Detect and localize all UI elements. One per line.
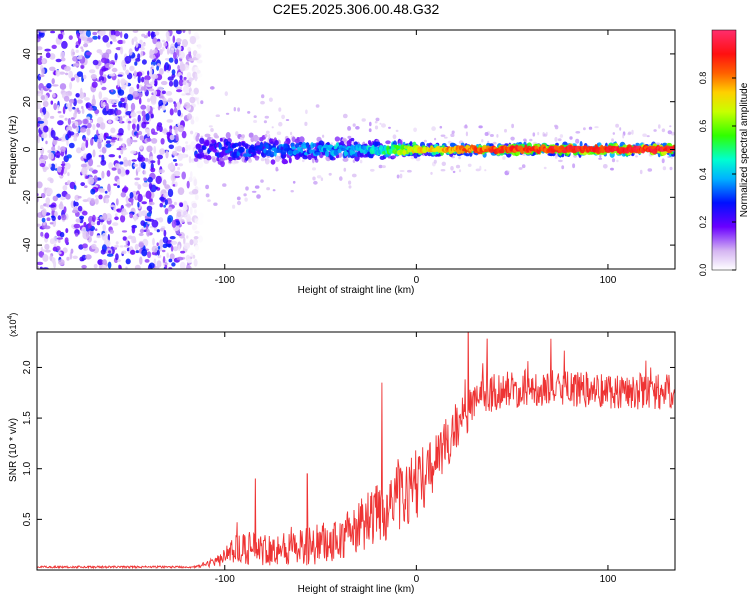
spectrogram-panel: -100 0 100 -40 -20 0 20 40 Height of straight l… [8, 29, 676, 296]
spectrogram-noise-speckle [37, 30, 205, 269]
snr-ytick-label: 2.0 [22, 360, 33, 374]
spectrogram-marks [37, 30, 675, 269]
snr-panel: -100 0 100 0.5 1.0 1.5 2.0 Height of straight … [7, 313, 676, 595]
spectrogram-xtick-label: -100 [215, 275, 235, 286]
spectrogram-signal-band [193, 132, 675, 168]
snr-ytick-label: 1.5 [22, 411, 33, 425]
snr-scale-label: (x104) [7, 313, 18, 337]
colorbar-tick-label: 0.2 [698, 216, 708, 229]
spectrogram-xlabel: Height of straight line (km) [298, 285, 415, 296]
colorbar-label: Normalized spectral amplitude [739, 82, 750, 217]
snr-ytick-label: 1.0 [22, 461, 33, 475]
spectrogram-xtick-label: 0 [414, 275, 420, 286]
snr-series-line [37, 332, 675, 570]
snr-xlabel: Height of straight line (km) [298, 584, 415, 595]
spectrogram-axes: -100 0 100 -40 -20 0 20 40 [22, 30, 675, 286]
snr-xtick-label: 100 [600, 574, 617, 585]
colorbar-tick-label: 0.6 [698, 120, 708, 133]
colorbar-tick-label: 0.8 [698, 72, 708, 85]
snr-scale-exp: 4 [7, 315, 14, 319]
spectrogram-xtick-label: 100 [600, 275, 617, 286]
figure-title: C2E5.2025.306.00.48.G32 [273, 1, 440, 17]
colorbar: 0.0 0.2 0.4 0.6 0.8 Normalized spectral ampl… [698, 29, 750, 277]
snr-frame [36, 331, 676, 571]
spectrogram-ytick-label: -20 [22, 190, 33, 205]
colorbar-tick-label: 0.4 [698, 168, 708, 181]
spectrogram-ytick-label: -40 [22, 237, 33, 252]
colorbar-tick-label: 0.0 [698, 264, 708, 277]
snr-marks [37, 332, 675, 570]
snr-axes: -100 0 100 0.5 1.0 1.5 2.0 [22, 332, 675, 585]
snr-ytick-label: 0.5 [22, 512, 33, 526]
spectrogram-ytick-label: 0 [22, 146, 33, 152]
snr-xtick-label: -100 [215, 574, 235, 585]
snr-scale-base: (x10 [8, 319, 18, 337]
spectrogram-ytick-label: 40 [22, 48, 33, 60]
colorbar-gradient [711, 29, 737, 271]
snr-xtick-label: 0 [414, 574, 420, 585]
colorbar-ticks: 0.0 0.2 0.4 0.6 0.8 [698, 72, 736, 277]
spectrogram-ytick-label: 20 [22, 96, 33, 108]
spectrogram-ylabel: Frequency (Hz) [8, 116, 19, 185]
snr-scale-close: ) [8, 313, 18, 316]
snr-ylabel: SNR (10 * v/v) [8, 418, 19, 482]
